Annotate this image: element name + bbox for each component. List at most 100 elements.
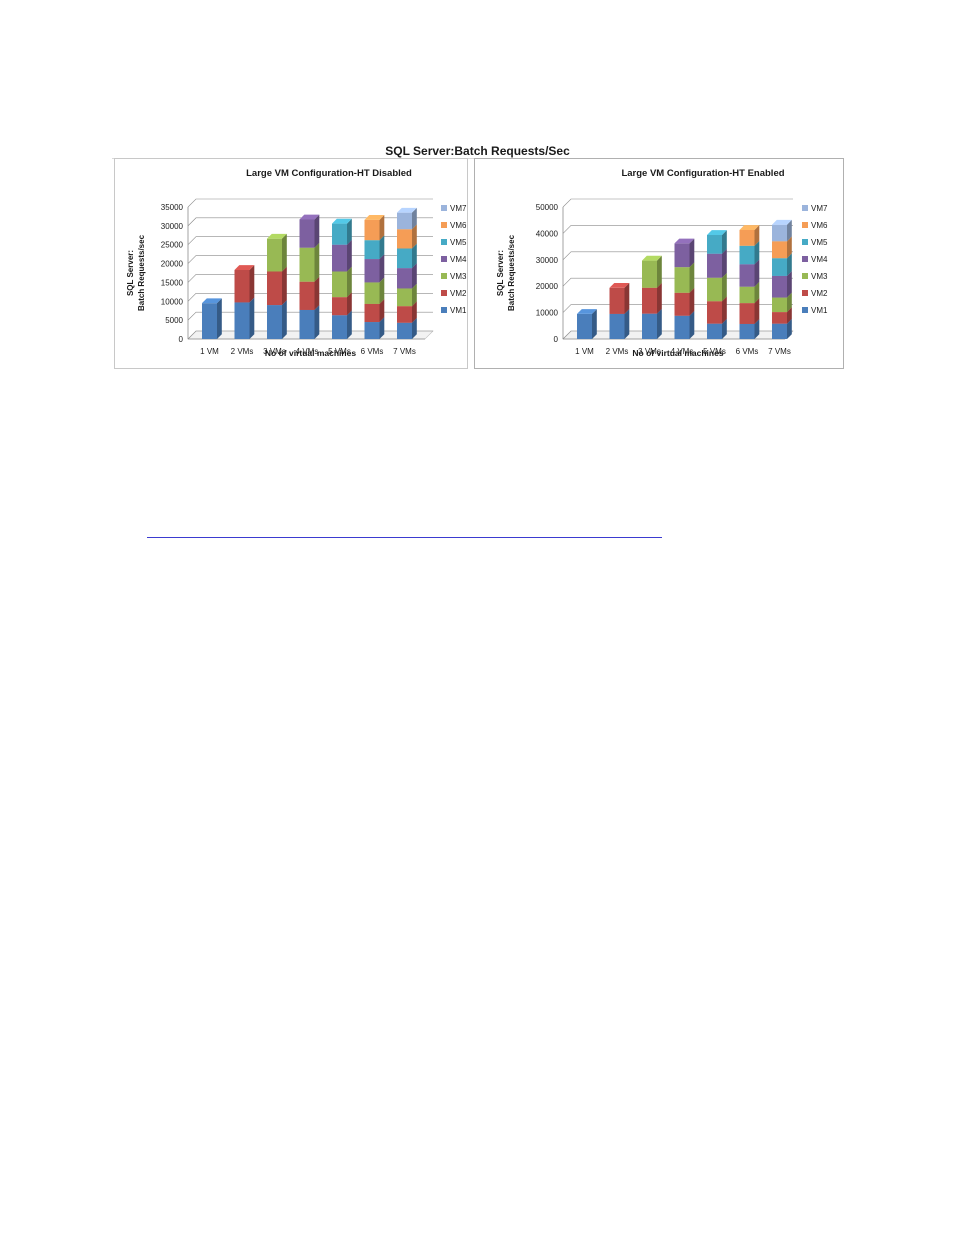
y-tick-label: 30000 (536, 256, 559, 265)
bar-segment-vm1 (202, 298, 222, 339)
hyperlink-underline[interactable] (147, 537, 662, 538)
bar-segment-vm2 (267, 266, 287, 306)
bar-side (689, 288, 695, 316)
legend-label-vm6: VM6 (811, 221, 828, 230)
bar-side (412, 263, 417, 289)
bar-side (624, 282, 630, 314)
legend-label-vm5: VM5 (450, 238, 467, 247)
legend-swatch-vm6 (802, 222, 808, 228)
bar-front (772, 323, 787, 339)
bar-segment-vm2 (299, 276, 320, 310)
bar-front (397, 306, 412, 323)
y-tick-label: 0 (554, 335, 559, 344)
x-axis-label: No of virtual machines (632, 348, 723, 358)
bar-top (642, 255, 662, 261)
bar-front (642, 260, 657, 288)
bar-side (282, 300, 287, 339)
y-tick-label: 0 (179, 335, 184, 344)
y-tick-label: 5000 (165, 316, 183, 325)
chart-title: Large VM Configuration-HT Disabled (246, 168, 412, 179)
bar-side (379, 235, 385, 260)
bar-front (267, 271, 282, 306)
legend: VM7 VM6 VM5 VM4 VM3 VM2 VM1 (802, 204, 828, 315)
bar-front (739, 264, 755, 287)
bar-front (609, 287, 625, 314)
bar-segment-vm6 (739, 225, 760, 246)
bar-side (787, 219, 792, 242)
x-tick-label: 2 VMs (606, 347, 629, 356)
gridline (562, 198, 793, 208)
bar-front (642, 313, 657, 339)
chart-figure: SQL Server:Batch Requests/Sec Large VM C… (112, 140, 844, 369)
legend-swatch-vm4 (441, 256, 447, 262)
bar-front (364, 219, 380, 241)
figure-title: SQL Server:Batch Requests/Sec (385, 144, 570, 158)
bar-side (754, 225, 760, 246)
bar-top (772, 219, 792, 225)
bar-front (397, 268, 412, 289)
bar-side (689, 262, 695, 293)
chart-title: Large VM Configuration-HT Enabled (621, 168, 784, 179)
bar-top (674, 238, 695, 244)
y-axis-label: SQL Server: (126, 250, 135, 296)
bar-side (689, 310, 695, 339)
bar-front (299, 219, 315, 248)
bar-side (787, 318, 792, 339)
legend-swatch-vm4 (802, 256, 808, 262)
bar-side (249, 297, 255, 339)
chart-panel-ht-disabled[interactable]: Large VM Configuration-HT Disabled 0 5000 1… (114, 158, 468, 369)
bar-side (379, 317, 385, 339)
bar-side (347, 239, 352, 272)
gridline (187, 274, 433, 283)
bar-front (739, 323, 755, 339)
bar-side (379, 215, 385, 241)
bar-top (577, 309, 597, 314)
bar-front (364, 303, 380, 323)
bar-front (707, 277, 722, 302)
bar-side (657, 255, 662, 288)
bar-stack-4 (299, 214, 320, 339)
x-tick-label: 6 VMs (736, 347, 759, 356)
bar-stack-3 (642, 255, 662, 339)
bar-front (397, 229, 412, 249)
bar-front (772, 312, 787, 324)
bar-front (707, 234, 722, 254)
bar-top (364, 215, 385, 220)
bar-front (397, 322, 412, 339)
x-tick-label: 7 VMs (768, 347, 791, 356)
bar-side (722, 296, 727, 324)
bar-front (397, 248, 412, 269)
bar-front (674, 292, 690, 316)
legend-swatch-vm3 (441, 273, 447, 279)
bar-side (754, 298, 760, 324)
legend-label-vm2: VM2 (811, 289, 828, 298)
legend-label-vm5: VM5 (811, 238, 828, 247)
bar-front (267, 305, 282, 339)
bar-front (299, 281, 315, 310)
chart-svg-ht-enabled: Large VM Configuration-HT Enabled 0 10000 2… (496, 168, 828, 358)
legend-swatch-vm6 (441, 222, 447, 228)
gridline (187, 217, 433, 227)
chart-panel-ht-enabled[interactable]: Large VM Configuration-HT Enabled 0 10000 2… (474, 158, 844, 369)
legend-swatch-vm5 (802, 239, 808, 245)
bar-stack-6 (739, 225, 760, 339)
y-tick-label: 35000 (161, 203, 184, 212)
legend-label-vm1: VM1 (450, 306, 467, 315)
y-axis-label: SQL Server: (496, 250, 505, 296)
bar-side (754, 319, 760, 339)
legend-label-vm4: VM4 (811, 255, 828, 264)
bar-segment-vm3 (267, 233, 287, 272)
bar-side (282, 266, 287, 306)
y-tick-label: 10000 (161, 297, 184, 306)
bar-front (674, 267, 690, 293)
bar-front (364, 259, 380, 283)
bar-segment-vm1 (577, 309, 597, 339)
bar-top (739, 225, 760, 230)
bar-side (412, 317, 417, 339)
bar-front (364, 282, 380, 304)
bar-side (787, 292, 792, 313)
legend: VM7 VM6 VM5 VM4 VM3 VM2 VM1 (441, 204, 467, 315)
bar-stack-7 (397, 207, 417, 339)
bar-front (674, 315, 690, 339)
legend-swatch-vm2 (802, 290, 808, 296)
